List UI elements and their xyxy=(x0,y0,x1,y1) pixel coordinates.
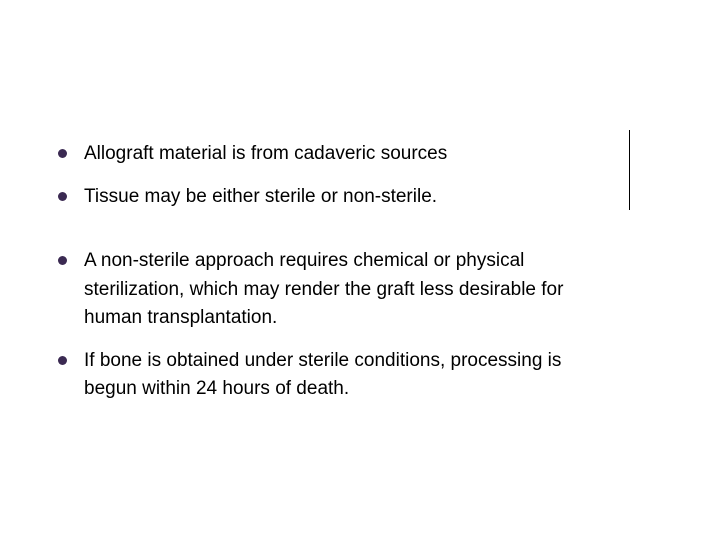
list-item: Tissue may be either sterile or non-ster… xyxy=(58,183,618,212)
decorative-vertical-line xyxy=(629,130,630,210)
bullet-text: If bone is obtained under sterile condit… xyxy=(84,350,561,400)
slide: Allograft material is from cadaveric sou… xyxy=(0,0,720,540)
list-item: If bone is obtained under sterile condit… xyxy=(58,347,618,404)
bullet-text: Allograft material is from cadaveric sou… xyxy=(84,143,447,164)
list-item: Allograft material is from cadaveric sou… xyxy=(58,140,618,169)
list-item: A non-sterile approach requires chemical… xyxy=(58,247,618,333)
bullet-text: A non-sterile approach requires chemical… xyxy=(84,250,563,328)
bullet-text: Tissue may be either sterile or non-ster… xyxy=(84,186,437,207)
bullet-list: Allograft material is from cadaveric sou… xyxy=(58,140,618,404)
content-area: Allograft material is from cadaveric sou… xyxy=(58,140,618,418)
